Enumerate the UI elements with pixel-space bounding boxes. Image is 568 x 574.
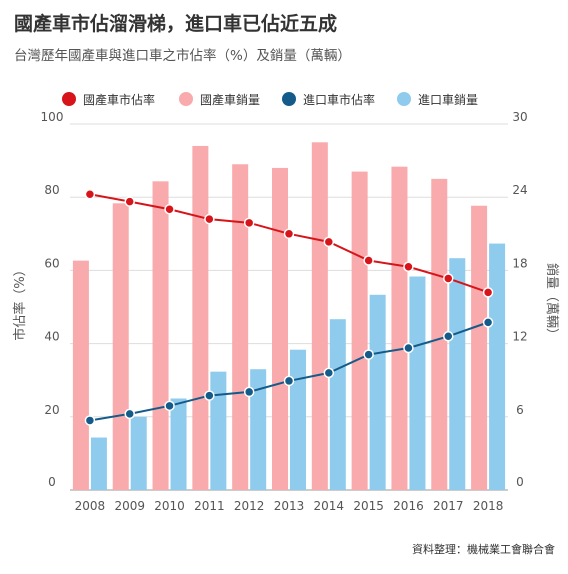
- bar-import-sales: [409, 276, 426, 490]
- chart-title: 國產車市佔溜滑梯，進口車已佔近五成: [14, 12, 337, 35]
- bar-domestic-sales: [232, 164, 249, 490]
- point-domestic-share: [403, 261, 414, 272]
- point-domestic-share: [204, 213, 215, 225]
- point-import-share: [482, 317, 494, 328]
- point-import-share: [323, 367, 335, 379]
- source-note: 資料整理：機械業工會聯合會: [412, 542, 555, 556]
- legend-label: 國產車市佔率: [83, 92, 155, 107]
- bar-domestic-sales: [192, 145, 209, 490]
- bar-import-sales: [130, 416, 147, 490]
- bar-import-sales: [489, 243, 506, 490]
- point-import-share: [443, 331, 454, 342]
- series-line-import-share: [89, 321, 489, 422]
- right-tick-label: 18: [512, 256, 527, 270]
- x-tick-label: 2017: [433, 499, 464, 513]
- point-domestic-share: [323, 236, 335, 248]
- point-import-share: [363, 349, 374, 360]
- point-domestic-share: [443, 273, 454, 284]
- x-tick-label: 2010: [154, 499, 185, 513]
- series-lines: [84, 189, 494, 426]
- legend: 國產車市佔率 國產車銷量 進口車市佔率 進口車銷量: [62, 92, 478, 107]
- left-tick-label: 60: [44, 256, 59, 270]
- left-tick-label: 20: [44, 403, 59, 417]
- point-import-share: [84, 415, 96, 426]
- point-domestic-share: [164, 204, 175, 215]
- left-axis-label: 市佔率（%）: [12, 263, 28, 340]
- bar-domestic-sales: [391, 166, 408, 490]
- bar-domestic-sales: [311, 142, 328, 491]
- point-domestic-share: [84, 189, 96, 200]
- right-tick-label: 0: [516, 475, 524, 489]
- series-line-domestic-share: [89, 193, 489, 294]
- right-tick-label: 6: [516, 403, 524, 417]
- legend-label: 進口車銷量: [418, 92, 478, 107]
- bar-domestic-sales: [152, 181, 169, 490]
- bar-import-sales: [449, 258, 466, 490]
- left-tick-label: 80: [44, 183, 59, 197]
- point-import-share: [204, 390, 215, 401]
- legend-marker: [282, 92, 296, 106]
- bar-import-sales: [290, 349, 306, 490]
- bars: [72, 142, 506, 491]
- bar-domestic-sales: [471, 205, 488, 491]
- point-domestic-share: [482, 287, 494, 298]
- x-tick-label: 2016: [393, 499, 424, 513]
- bar-domestic-sales: [431, 178, 448, 490]
- legend-marker: [179, 92, 193, 106]
- point-import-share: [243, 386, 255, 398]
- legend-marker: [62, 92, 76, 106]
- bar-import-sales: [210, 371, 227, 490]
- bar-domestic-sales: [112, 203, 129, 491]
- legend-label: 進口車市佔率: [303, 92, 375, 107]
- right-tick-label: 30: [512, 110, 527, 124]
- x-tick-label: 2008: [75, 499, 106, 513]
- point-domestic-share: [243, 217, 255, 229]
- point-import-share: [283, 375, 295, 387]
- bar-domestic-sales: [72, 260, 89, 490]
- x-tick-label: 2012: [234, 499, 265, 513]
- bar-import-sales: [170, 398, 187, 490]
- right-tick-label: 12: [512, 330, 527, 344]
- right-tick-label: 24: [512, 183, 527, 197]
- point-import-share: [403, 342, 414, 354]
- x-tick-label: 2014: [314, 499, 345, 513]
- point-import-share: [164, 400, 175, 412]
- left-tick-label: 40: [44, 330, 59, 344]
- x-tick-label: 2011: [194, 499, 225, 513]
- point-import-share: [124, 408, 135, 420]
- legend-label: 國產車銷量: [200, 92, 260, 107]
- x-tick-label: 2009: [114, 499, 145, 513]
- x-tick-label: 2013: [274, 499, 305, 513]
- bar-import-sales: [369, 294, 386, 490]
- bar-import-sales: [90, 437, 107, 490]
- right-axis-label: 銷量（萬輛）: [544, 263, 560, 341]
- x-tick-label: 2018: [473, 499, 504, 513]
- legend-marker: [397, 92, 411, 106]
- point-domestic-share: [363, 255, 374, 266]
- axes: 0 20 40 60 80 100 0 6 12 18 24 30 2008 2009 2010 2011 20…: [41, 110, 528, 513]
- bar-domestic-sales: [272, 167, 288, 491]
- bar-import-sales: [329, 319, 346, 490]
- left-tick-label: 100: [41, 110, 64, 124]
- bar-import-sales: [250, 369, 267, 490]
- bar-domestic-sales: [351, 171, 368, 490]
- point-domestic-share: [283, 228, 295, 240]
- x-tick-label: 2015: [353, 499, 384, 513]
- point-domestic-share: [124, 196, 135, 207]
- left-tick-label: 0: [48, 475, 56, 489]
- chart-subtitle: 台灣歷年國產車與進口車之市佔率（%）及銷量（萬輛）: [14, 47, 351, 64]
